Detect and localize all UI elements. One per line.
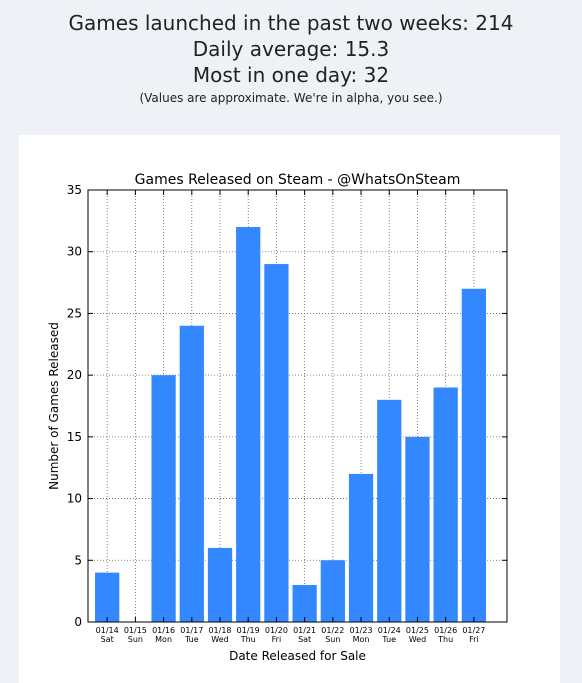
bar-01-26: [433, 387, 458, 622]
daily-average-stat: Daily average: 15.3: [192, 37, 390, 61]
bar-01-16: [151, 375, 176, 622]
y-tick-label: 35: [67, 183, 82, 197]
x-tick-date-label: 01/24: [378, 626, 401, 635]
chart-title: Games Released on Steam - @WhatsOnSteam: [135, 172, 461, 188]
x-tick-day-label: Sun: [325, 635, 340, 644]
bar-01-23: [348, 473, 374, 622]
y-tick-label: 15: [67, 430, 82, 444]
approximation-note: (Values are approximate. We're in alpha,…: [139, 91, 443, 105]
y-tick-label: 10: [67, 492, 82, 506]
bar-01-19: [236, 227, 261, 622]
y-tick-label: 30: [67, 245, 82, 259]
y-tick-label: 20: [67, 368, 82, 382]
x-tick-day-label: Thu: [240, 635, 256, 644]
bar-01-17: [179, 325, 204, 622]
chart-panel: 0 5 10 15 20 25 30 35 01/14 Sat 01/15 Sun 01/16 Mon 0…: [19, 135, 560, 683]
x-tick-day-label: Thu: [437, 635, 453, 644]
x-tick-date-label: 01/16: [152, 626, 175, 635]
x-tick-day-label: Fri: [272, 635, 282, 644]
x-tick-day-label: Sun: [128, 635, 143, 644]
plot-frame: [87, 189, 508, 623]
x-tick-day-label: Mon: [353, 635, 370, 644]
x-tick-day-label: Mon: [155, 635, 172, 644]
x-tick-date-label: 01/27: [462, 626, 485, 635]
y-tick-label: 5: [74, 553, 82, 567]
bar-01-24: [377, 399, 402, 622]
bar-01-14: [95, 572, 120, 622]
bar-01-22: [320, 560, 345, 622]
most-in-one-day-stat: Most in one day: 32: [192, 63, 390, 87]
x-tick-date-label: 01/14: [96, 626, 119, 635]
bar-01-27: [461, 288, 486, 622]
x-tick-date-label: 01/17: [180, 626, 203, 635]
x-tick-day-label: Tue: [381, 635, 396, 644]
x-tick-date-label: 01/18: [208, 626, 231, 635]
x-tick-date-label: 01/15: [124, 626, 147, 635]
x-tick-day-label: Fri: [469, 635, 479, 644]
x-tick-date-label: 01/26: [434, 626, 457, 635]
x-tick-day-label: Tue: [184, 635, 199, 644]
x-tick-day-label: Wed: [409, 635, 426, 644]
games-launched-stat: Games launched in the past two weeks: 21…: [68, 11, 514, 35]
x-tick-date-label: 01/22: [321, 626, 344, 635]
x-tick-day-label: Sat: [298, 635, 311, 644]
x-tick-date-label: 01/23: [350, 626, 373, 635]
bar-01-20: [264, 264, 289, 622]
x-tick-date-label: 01/21: [293, 626, 316, 635]
y-tick-label: 0: [74, 615, 82, 629]
bars: [95, 227, 486, 622]
bar-01-18: [207, 547, 233, 622]
bar-01-21: [292, 584, 317, 622]
stats-header: Games launched in the past two weeks: 21…: [0, 0, 582, 106]
x-tick-date-label: 01/20: [265, 626, 288, 635]
x-tick-date-label: 01/19: [237, 626, 260, 635]
y-axis-label: Number of Games Released: [47, 322, 61, 490]
bar-01-25: [405, 436, 430, 622]
y-axis-ticks: 0 5 10 15 20 25 30 35: [67, 183, 507, 629]
x-tick-date-label: 01/25: [406, 626, 429, 635]
x-axis-label: Date Released for Sale: [229, 649, 366, 663]
x-axis-ticks: 01/14Sat01/15Sun01/16Mon01/17Tue01/18Wed…: [96, 190, 485, 644]
x-tick-day-label: Wed: [211, 635, 228, 644]
x-tick-day-label: Sat: [101, 635, 114, 644]
y-tick-label: 25: [67, 306, 82, 320]
